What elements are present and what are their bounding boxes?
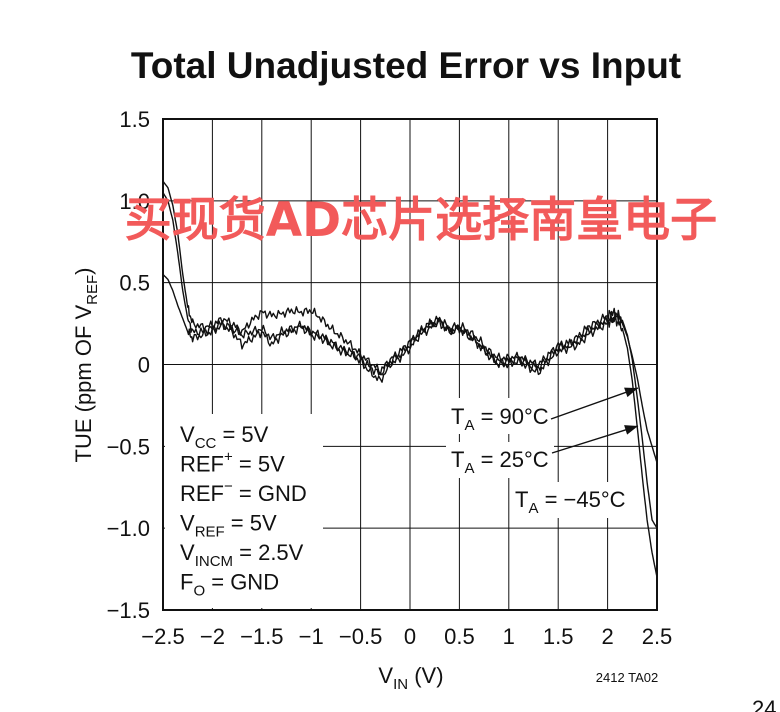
condition-superscript: − [224, 478, 233, 495]
conditions-background [165, 414, 323, 608]
annotation-value: = 25°C [474, 447, 548, 472]
x-tick-label: −0.5 [339, 624, 382, 649]
annotation-arrow [551, 425, 639, 454]
x-tick-label: −1.5 [240, 624, 283, 649]
x-axis-label: VIN (V) [378, 663, 443, 693]
y-axis-label: TUE (ppm OF VREF) [71, 267, 101, 462]
y-tick-label: −1.5 [107, 598, 150, 623]
condition-symbol: REF [180, 481, 224, 506]
condition-line: VCC = 5V [180, 422, 269, 452]
x-tick-label: −2.5 [141, 624, 184, 649]
annotation-symbol: T [515, 487, 528, 512]
y-tick-label: 0 [138, 353, 150, 378]
condition-line: REF+ = 5V [180, 449, 285, 477]
series-line [162, 274, 658, 463]
condition-value: = 5V [216, 422, 268, 447]
annotation-symbol: T [451, 404, 464, 429]
annotation-background [446, 398, 554, 434]
y-tick-label: −1.0 [107, 516, 150, 541]
condition-subscript: REF [195, 524, 225, 541]
figure-code: 2412 TA02 [596, 670, 658, 685]
page-number-fragment: 24 [752, 696, 776, 712]
annotation-value: = 90°C [474, 404, 548, 429]
condition-subscript: O [193, 583, 205, 600]
y-axis-label-main: TUE (ppm OF V [71, 304, 96, 462]
condition-line: REF− = GND [180, 478, 307, 506]
plot-frame [162, 118, 658, 611]
annotation-arrowhead [624, 425, 638, 435]
x-tick-label: 2.5 [642, 624, 673, 649]
annotation-arrow [550, 387, 639, 420]
series-annotation-label: TA = 25°C [451, 447, 549, 477]
series-group [162, 180, 658, 578]
x-tick-label: −1 [299, 624, 324, 649]
y-axis-label-close: ) [71, 267, 96, 274]
y-tick-label: 1.0 [119, 189, 150, 214]
annotation-subscript: A [464, 460, 474, 477]
condition-value: = 5V [233, 452, 285, 477]
x-axis-label-sub: IN [393, 676, 408, 693]
condition-line: VREF = 5V [180, 511, 277, 541]
condition-value: = 5V [225, 511, 277, 536]
series-annotation-label: TA = 90°C [451, 404, 549, 434]
condition-value: = GND [205, 570, 279, 595]
x-axis-ticks: −2.5 −2 −1.5 −1 −0.5 0 0.5 1 1.5 2 2.5 [141, 624, 672, 649]
annotation-subscript: A [528, 500, 538, 517]
x-tick-label: −2 [200, 624, 225, 649]
y-tick-label: 1.5 [119, 107, 150, 132]
condition-line: VINCM = 2.5V [180, 540, 304, 570]
condition-symbol: V [180, 511, 195, 536]
y-axis-ticks: 1.5 1.0 0.5 0 −0.5 −1.0 −1.5 [107, 107, 150, 623]
condition-symbol: REF [180, 452, 224, 477]
x-tick-label: 0.5 [444, 624, 475, 649]
annotation-value: = −45°C [538, 487, 625, 512]
x-axis-label-unit: (V) [414, 663, 443, 688]
condition-superscript: + [224, 449, 233, 466]
condition-subscript: INCM [195, 553, 233, 570]
condition-line: FO = GND [180, 570, 279, 600]
condition-subscript: CC [195, 435, 217, 452]
annotation-background [446, 442, 554, 478]
x-axis-label-main: V [378, 663, 393, 688]
condition-symbol: V [180, 540, 195, 565]
condition-value: = GND [233, 481, 307, 506]
annotation-arrowhead [624, 387, 638, 398]
y-tick-label: 0.5 [119, 271, 150, 296]
series-line [162, 192, 658, 578]
series-annotations: TA = 90°CTA = 25°CTA = −45°C [446, 387, 639, 518]
condition-symbol: F [180, 570, 193, 595]
x-tick-label: 1.5 [543, 624, 574, 649]
condition-value: = 2.5V [233, 540, 304, 565]
x-tick-label: 2 [601, 624, 613, 649]
watermark-text: 买现货AD芯片选择南皇电子 [125, 193, 717, 248]
annotation-background [511, 482, 634, 518]
y-tick-label: −0.5 [107, 434, 150, 459]
annotation-symbol: T [451, 447, 464, 472]
annotation-subscript: A [464, 417, 474, 434]
series-annotation-label: TA = −45°C [515, 487, 626, 517]
y-axis-label-sub: REF [84, 275, 101, 305]
x-tick-label: 0 [404, 624, 416, 649]
x-tick-label: 1 [503, 624, 515, 649]
chart-title: Total Unadjusted Error vs Input [131, 45, 681, 86]
condition-symbol: V [180, 422, 195, 447]
